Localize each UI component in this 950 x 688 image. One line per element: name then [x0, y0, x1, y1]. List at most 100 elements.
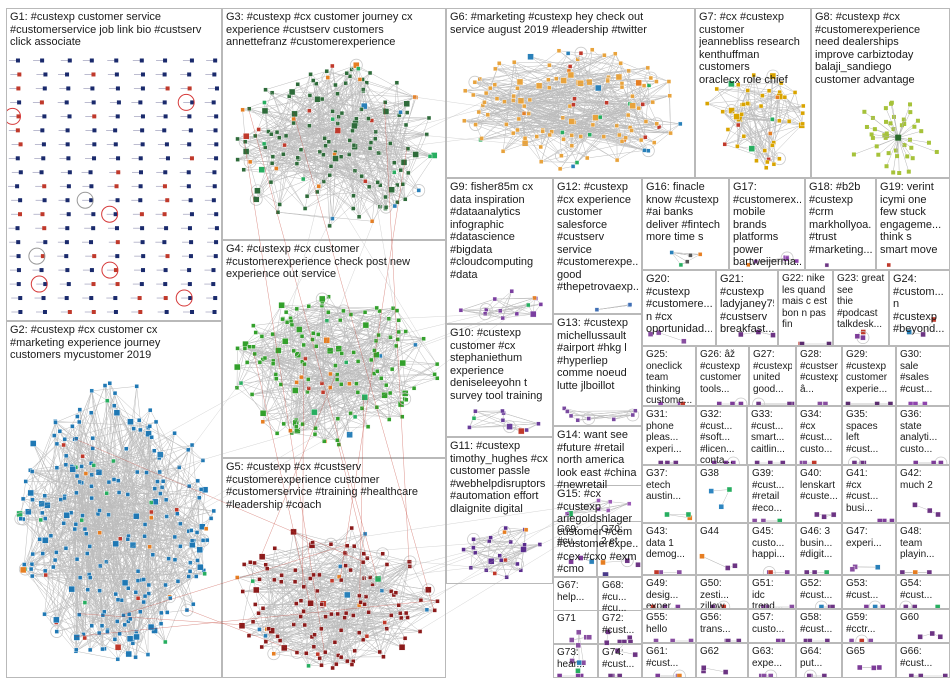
g74-node-layer: [607, 673, 623, 677]
group-g64: G64: put...: [796, 643, 842, 678]
group-g17: G17: #customerex... mobile brands platfo…: [729, 178, 805, 270]
group-label: G31: phone pleas... experi...: [646, 409, 682, 455]
group-label: G67: help...: [557, 580, 585, 603]
g56-node-layer: [724, 638, 742, 642]
g19-node-layer: [886, 262, 892, 268]
group-g38: G38: [696, 465, 748, 523]
group-label: G70: 2 et: [601, 524, 623, 547]
g7-node-layer: [704, 69, 806, 170]
group-g33: G33: #cust... smart... caitlin...: [747, 406, 796, 465]
group-g6: G6: #marketing #custexp hey check out se…: [446, 8, 695, 178]
group-g51: G51: idc trend...: [748, 575, 796, 609]
group-label: G63: expe...: [752, 646, 783, 669]
g40-node-layer: [814, 511, 837, 520]
g72-node-layer: [617, 639, 634, 643]
g54-node-layer: [899, 600, 941, 608]
group-label: G64: put...: [800, 646, 823, 669]
group-g39: G39: #cust... #retail #eco...: [748, 465, 796, 523]
group-label: G47: experi...: [846, 526, 882, 549]
group-label: G30: sale #sales #cust...: [900, 349, 933, 395]
group-label: G51: idc trend...: [752, 578, 784, 608]
group-g48: G48: team playin...: [896, 523, 950, 575]
g62-node-layer: [700, 665, 729, 675]
g66-node-layer: [908, 673, 948, 677]
g51-node-layer: [760, 604, 795, 608]
g47-node-layer: [849, 564, 881, 572]
group-g72: G72: #cust...: [598, 610, 642, 644]
g18-node-layer: [824, 262, 830, 268]
g60-node-layer: [917, 630, 944, 640]
group-label: G24: #custom... n #custexp #beyond...: [893, 273, 945, 335]
g28-node-layer: [817, 401, 829, 405]
g48-node-layer: [899, 569, 933, 574]
group-label: G49: desig... exper...: [646, 578, 679, 608]
group-g53: G53: #cust...: [842, 575, 896, 609]
g71-node-layer: [569, 634, 592, 643]
group-label: G72: #cust...: [602, 613, 635, 636]
group-label: G1: #custexp customer service #customers…: [10, 11, 202, 48]
group-g63: G63: expe...: [748, 643, 796, 678]
g73-node-layer: [556, 673, 584, 677]
group-g55: G55: hello: [642, 609, 696, 643]
group-label: G69: #cu...: [557, 524, 582, 547]
group-label: G19: verint icymi one few stuck engageme…: [880, 181, 942, 256]
group-g49: G49: desig... exper...: [642, 575, 696, 609]
g12-node-layer: [594, 302, 633, 312]
group-label: G22: nike les quand mais c est bon n pas…: [782, 273, 828, 330]
group-label: G58: #cust...: [800, 612, 833, 635]
group-g34: G34: #cx #cust... custo...: [796, 406, 842, 465]
g39-node-layer: [751, 518, 783, 522]
group-label: G60: [900, 612, 919, 623]
group-label: G16: finacle know #custexp #ai banks del…: [646, 181, 720, 243]
group-g73: G73: hear...: [553, 644, 598, 678]
group-label: G39: #cust... #retail #eco...: [752, 468, 785, 514]
g20-node-layer: [647, 329, 687, 344]
group-g18: G18: #b2b #custexp #crm markhollyoa... #…: [805, 178, 876, 270]
group-label: G52: #cust...: [800, 578, 833, 601]
g26-node-layer: [716, 397, 748, 405]
g50-node-layer: [709, 600, 731, 608]
group-g27: G27: #custexp united good...: [749, 346, 796, 406]
group-label: G12: #custexp #cx experience customer sa…: [557, 181, 638, 293]
group-g20: G20: #custexp #customere... n #cx oportu…: [642, 270, 716, 346]
g22-node-layer: [797, 341, 832, 345]
group-label: G23: great see thie #podcast talkdesk...: [837, 273, 885, 330]
g58-node-layer: [803, 638, 831, 642]
group-label: G68: #cu... #cu...: [602, 580, 627, 614]
g65-node-layer: [857, 664, 883, 671]
group-label: G33: #cust... smart... caitlin...: [751, 409, 785, 455]
group-label: G61: #cust...: [646, 646, 679, 669]
g33-node-layer: [754, 460, 786, 464]
group-label: G21: #custexp ladyjaney75 #custserv brea…: [720, 273, 774, 335]
g2-node-layer: [14, 381, 216, 662]
group-g11: G11: #custexp timothy_hughes #cx custome…: [446, 437, 553, 584]
group-label: G74: #cust...: [602, 647, 635, 670]
group-g19: G19: verint icymi one few stuck engageme…: [876, 178, 950, 270]
group-label: G20: #custexp #customere... n #cx oportu…: [646, 273, 712, 335]
group-label: G35: spaces left #cust...: [846, 409, 879, 455]
group-g5: G5: #custexp #cx #custserv #customerexpe…: [222, 458, 446, 678]
group-label: G45: custo... happi...: [752, 526, 785, 560]
group-label: G13: #custexp michellussault #airport #h…: [557, 317, 628, 392]
group-label: G18: #b2b #custexp #crm markhollyoa... #…: [809, 181, 872, 256]
group-g61: G61: #cust...: [642, 643, 696, 678]
group-label: G48: team playin...: [900, 526, 935, 560]
group-g40: G40: lenskart #custe...: [796, 465, 842, 523]
group-label: G11: #custexp timothy_hughes #cx custome…: [450, 440, 548, 515]
group-label: G65: [846, 646, 865, 657]
group-g1: G1: #custexp customer service #customers…: [6, 8, 222, 321]
group-label: G5: #custexp #cx #custserv #customerexpe…: [226, 461, 418, 511]
group-g56: G56: trans...: [696, 609, 748, 643]
group-g24: G24: #custom... n #custexp #beyond...: [889, 270, 950, 346]
group-g62: G62: [696, 643, 748, 678]
g64-node-layer: [803, 669, 828, 677]
group-g46: G46: 3 busin... #digit...: [796, 523, 842, 575]
group-label: G7: #cx #custexp customer jeannebliss re…: [699, 11, 800, 86]
g8-node-layer: [851, 100, 939, 175]
group-label: G10: #custexp customer #cx stephaniethum…: [450, 327, 543, 402]
group-label: G43: data 1 demog...: [646, 526, 685, 560]
group-label: G14: want see #future #retail north amer…: [557, 429, 637, 491]
group-g41: G41: #cx #cust... busi...: [842, 465, 896, 523]
group-label: G2: #custexp #cx customer cx #marketing …: [10, 324, 161, 361]
